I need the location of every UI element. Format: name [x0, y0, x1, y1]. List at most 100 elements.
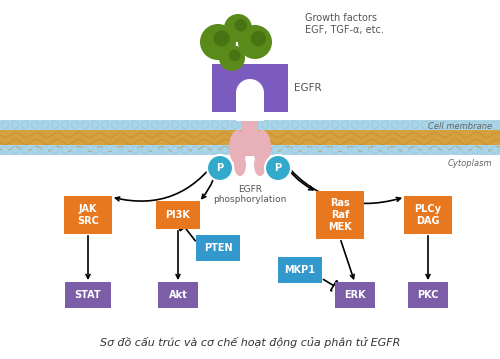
Text: ERK: ERK [344, 290, 366, 300]
Circle shape [172, 121, 178, 129]
Circle shape [352, 121, 358, 129]
FancyBboxPatch shape [65, 282, 111, 308]
Circle shape [402, 146, 408, 154]
Circle shape [132, 121, 138, 129]
Circle shape [332, 121, 338, 129]
Circle shape [372, 121, 378, 129]
Circle shape [272, 146, 278, 154]
Text: PI3K: PI3K [166, 210, 190, 220]
Circle shape [442, 146, 448, 154]
Ellipse shape [229, 130, 247, 165]
Circle shape [2, 121, 8, 129]
Circle shape [102, 121, 108, 129]
FancyBboxPatch shape [278, 257, 322, 283]
Circle shape [112, 146, 118, 154]
Circle shape [212, 121, 218, 129]
Circle shape [442, 121, 448, 129]
Circle shape [52, 146, 59, 154]
Circle shape [242, 146, 248, 154]
Circle shape [392, 121, 398, 129]
Circle shape [42, 121, 48, 129]
Circle shape [262, 121, 268, 129]
Ellipse shape [253, 130, 271, 165]
Bar [242, 108, 258, 155]
Circle shape [234, 19, 247, 32]
Circle shape [482, 121, 488, 129]
Circle shape [252, 146, 258, 154]
Bar [0, 145, 500, 155]
Circle shape [322, 146, 328, 154]
Circle shape [312, 146, 318, 154]
Circle shape [242, 121, 248, 129]
Circle shape [200, 24, 236, 60]
Circle shape [214, 30, 230, 47]
Circle shape [312, 121, 318, 129]
Circle shape [282, 121, 288, 129]
Circle shape [62, 121, 68, 129]
Circle shape [238, 25, 272, 59]
Circle shape [236, 79, 264, 107]
Text: EGFR: EGFR [294, 83, 322, 93]
Circle shape [232, 121, 238, 129]
Circle shape [224, 14, 252, 42]
Circle shape [102, 146, 108, 154]
Circle shape [422, 146, 428, 154]
Circle shape [162, 121, 168, 129]
Circle shape [22, 121, 29, 129]
Text: Sơ đồ cấu trúc và cơ chế hoạt động của phân tử EGFR: Sơ đồ cấu trúc và cơ chế hoạt động của p… [100, 336, 400, 348]
Circle shape [62, 146, 68, 154]
Circle shape [472, 146, 478, 154]
Circle shape [142, 121, 148, 129]
FancyBboxPatch shape [316, 191, 364, 239]
Bar [0, 128, 500, 155]
Circle shape [152, 121, 158, 129]
Circle shape [72, 146, 78, 154]
Circle shape [142, 146, 148, 154]
Circle shape [252, 121, 258, 129]
Circle shape [412, 121, 418, 129]
Text: PKC: PKC [417, 290, 439, 300]
Text: P: P [274, 163, 281, 173]
FancyBboxPatch shape [156, 201, 200, 229]
Bar [0, 120, 500, 130]
Text: PLCy
DAG: PLCy DAG [414, 204, 442, 226]
Ellipse shape [254, 154, 266, 176]
Circle shape [122, 146, 128, 154]
Ellipse shape [234, 154, 246, 176]
Circle shape [342, 146, 348, 154]
Circle shape [452, 146, 458, 154]
Circle shape [292, 146, 298, 154]
Circle shape [182, 146, 188, 154]
FancyBboxPatch shape [404, 196, 452, 234]
Circle shape [202, 146, 208, 154]
Circle shape [192, 146, 198, 154]
Text: PTEN: PTEN [204, 243, 233, 253]
Circle shape [452, 121, 458, 129]
FancyBboxPatch shape [335, 282, 375, 308]
Circle shape [132, 146, 138, 154]
Circle shape [432, 121, 438, 129]
Bar [236, 93, 264, 121]
Circle shape [232, 146, 238, 154]
Circle shape [272, 121, 278, 129]
Circle shape [462, 121, 468, 129]
Circle shape [12, 121, 18, 129]
Circle shape [342, 121, 348, 129]
Circle shape [302, 146, 308, 154]
Circle shape [362, 146, 368, 154]
FancyBboxPatch shape [196, 235, 240, 261]
Circle shape [472, 121, 478, 129]
Circle shape [162, 146, 168, 154]
Circle shape [292, 121, 298, 129]
Circle shape [392, 146, 398, 154]
Circle shape [12, 146, 18, 154]
Circle shape [382, 146, 388, 154]
Text: MKP1: MKP1 [284, 265, 316, 275]
Circle shape [32, 146, 38, 154]
Circle shape [432, 146, 438, 154]
Circle shape [52, 121, 59, 129]
Circle shape [202, 121, 208, 129]
FancyBboxPatch shape [158, 282, 198, 308]
Text: Akt: Akt [168, 290, 188, 300]
Circle shape [372, 146, 378, 154]
